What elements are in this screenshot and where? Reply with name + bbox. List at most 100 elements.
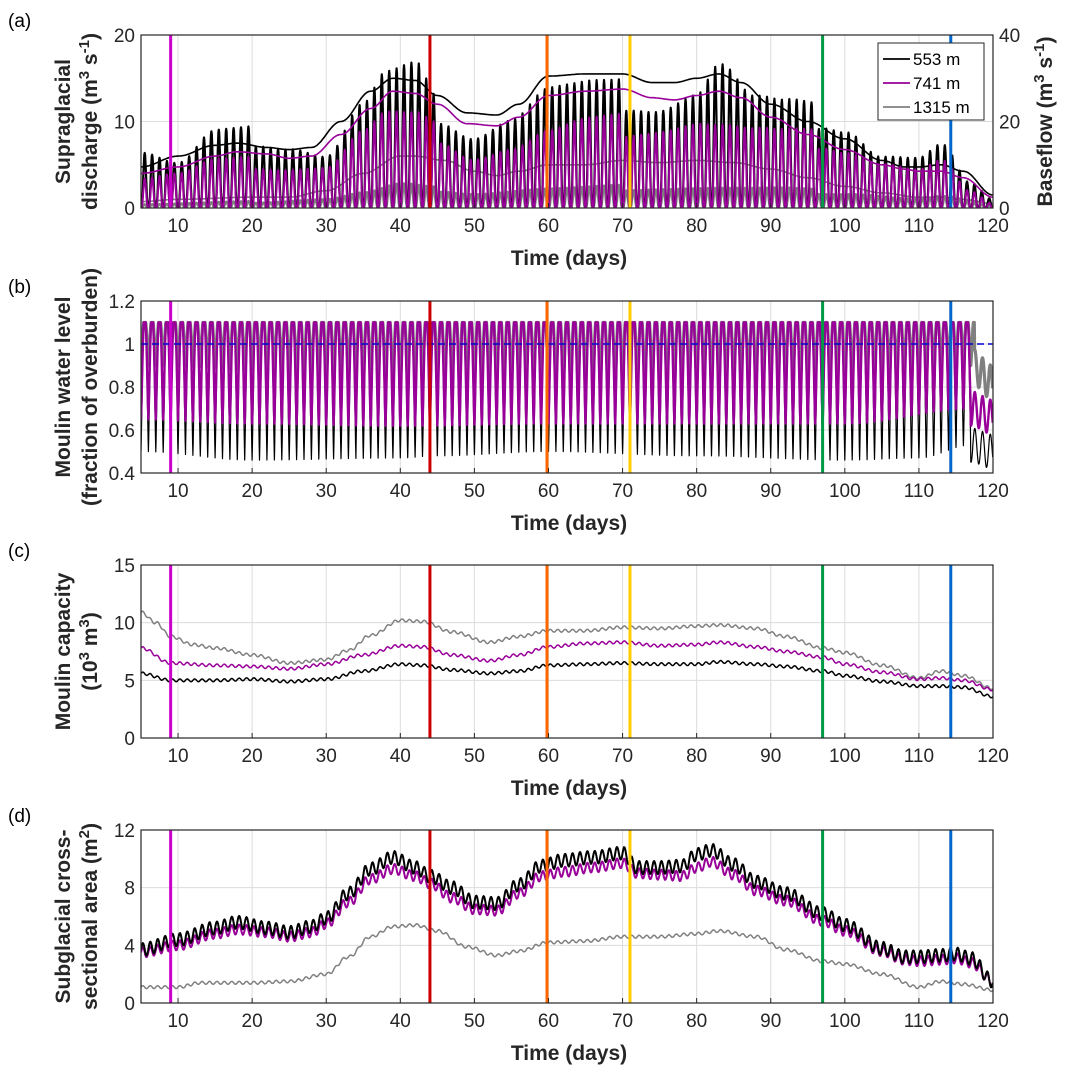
x-tick-label: 10 [167,1011,188,1032]
panel-d: 10 20 30 40 50 60 70 80 90 100 110 120 0 4 8 12 Time (da… [8,806,1009,1065]
panel-label: (a) [8,11,31,32]
label-part: m [79,628,102,653]
x-tick-label: 50 [464,481,485,502]
legend-entry: 553 m [913,50,960,69]
x-tick-label: 20 [242,746,263,767]
panel-b: 10 20 30 40 50 60 70 80 90 100 110 120 0.4 0.6 0.8 1 1.2… [8,268,1009,535]
y-tick-label: 8 [124,879,135,900]
x-tick-label: 100 [829,481,861,502]
x-axis-label: Time (days) [511,1042,627,1065]
label-part: s [79,53,102,71]
x-tick-label: 20 [242,481,263,502]
x-axis-label: Time (days) [511,247,627,270]
x-tick-label: 30 [316,216,337,237]
x-tick-label: 20 [242,1011,263,1032]
axes-box [140,564,994,739]
label-part: ) [79,612,102,619]
label-part: s [1034,57,1057,75]
x-tick-label: 60 [538,481,559,502]
x-tick-label: 40 [390,1011,411,1032]
y-tick-label: 0 [124,994,135,1015]
superscript: -1 [76,40,93,53]
legend: 553 m 741 m 1315 m [877,42,985,121]
y-tick-label: 0.4 [109,464,136,485]
x-tick-label: 10 [167,481,188,502]
series-line-741-m [141,88,993,198]
y-tick-label: 1.2 [109,292,135,313]
series-line-741-m [141,110,993,208]
label-part: Supraglacial [52,59,75,184]
y-tick-label: 0 [124,729,135,750]
label-part: (10 [79,660,102,690]
legend-entry: 741 m [913,74,960,93]
y-axis-label: Supraglacial [52,59,75,184]
x-tick-label: 60 [538,216,559,237]
x-tick-label: 120 [977,1011,1009,1032]
label-part: (fraction of overburden) [79,268,102,506]
y-axis-label: Subglacial cross- [52,830,75,1004]
x-tick-label: 110 [904,1011,934,1032]
label-part: ) [79,33,102,40]
plot-layer [141,301,993,473]
x-tick-label: 90 [760,746,781,767]
x-tick-label: 30 [316,1011,337,1032]
y-axis-label: Baseflow (m3 s-1) [1031,37,1058,207]
x-tick-label: 90 [760,1011,781,1032]
label-part: Moulin capacity [52,572,75,730]
y-axis-label: (fraction of overburden) [79,268,102,506]
x-tick-label: 110 [904,481,934,502]
y2-tick-label: 0 [999,199,1010,220]
series-line-741-m [141,856,993,987]
superscript: 3 [1031,74,1048,82]
superscript: 2 [76,830,93,838]
x-tick-label: 30 [316,746,337,767]
x-tick-label: 90 [760,216,781,237]
x-tick-label: 80 [686,746,707,767]
x-tick-label: 90 [760,481,781,502]
series-line-741-m [141,640,993,692]
plot-layer [141,830,993,1003]
plot-layer [141,565,993,738]
x-tick-label: 80 [686,216,707,237]
x-tick-label: 50 [464,746,485,767]
y-tick-label: 20 [114,26,135,47]
x-tick-label: 100 [829,1011,861,1032]
panel-label: (d) [8,806,31,827]
y-tick-label: 0.8 [109,378,135,399]
axes-box [140,34,994,209]
label-part: sectional area (m [79,838,102,1010]
plot-area [141,565,993,738]
superscript: 3 [76,619,93,627]
y2-tick-label: 40 [999,26,1020,47]
series-line-553-m [141,843,993,989]
x-tick-label: 30 [316,481,337,502]
y-axis-label: Moulin capacity [52,572,75,730]
series-line-741-m [141,321,993,434]
superscript: 3 [76,71,93,79]
x-tick-label: 70 [612,481,633,502]
x-tick-label: 80 [686,1011,707,1032]
x-tick-label: 110 [904,216,934,237]
label-part: Subglacial cross- [52,830,75,1004]
x-tick-label: 50 [464,1011,485,1032]
panel-c: 10 20 30 40 50 60 70 80 90 100 110 120 0 5 10 15 Time (d… [8,541,1009,800]
y2-tick-label: 20 [999,113,1020,134]
series-line-1315-m [141,610,993,691]
panel-label: (c) [8,541,30,562]
x-tick-label: 120 [977,746,1009,767]
axes-box [140,300,994,474]
y-tick-label: 10 [114,113,135,134]
x-tick-label: 60 [538,1011,559,1032]
x-tick-label: 100 [829,746,861,767]
x-tick-label: 110 [904,746,934,767]
x-tick-label: 40 [390,216,411,237]
x-tick-label: 100 [829,216,861,237]
legend-entry: 1315 m [913,98,970,117]
y-tick-label: 1 [124,335,135,356]
x-tick-label: 50 [464,216,485,237]
y-tick-label: 5 [124,671,135,692]
x-tick-label: 70 [612,746,633,767]
y-tick-label: 12 [114,821,135,842]
x-axis-label: Time (days) [511,777,627,800]
